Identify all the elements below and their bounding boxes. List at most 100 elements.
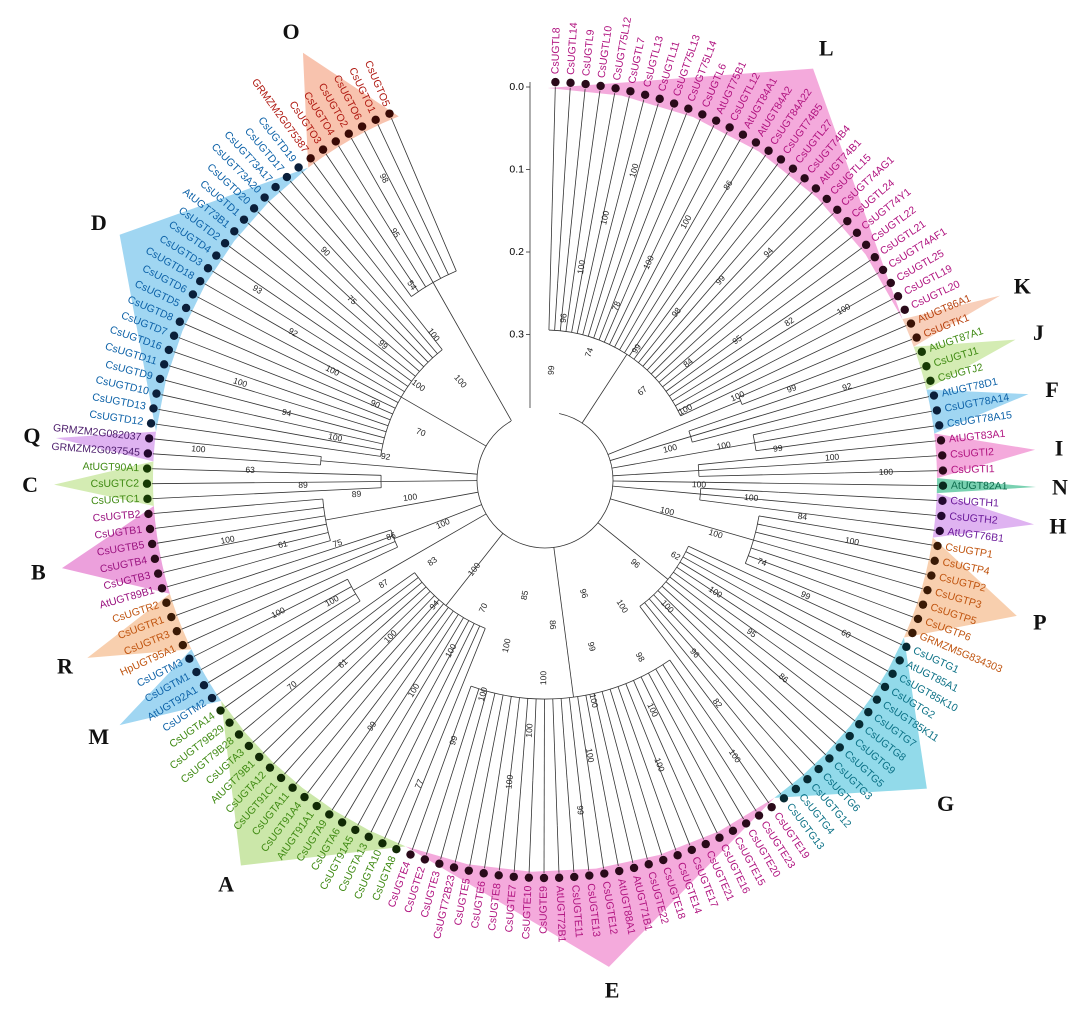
bootstrap-value: 99 [546,365,557,375]
branch [753,539,842,566]
branch [601,113,687,334]
branch [370,350,412,382]
leaf-dot [406,850,415,859]
bootstrap-value: 62 [669,549,682,563]
branch [200,523,327,550]
leaf-dot [833,205,842,215]
bootstrap-value: 100 [729,389,746,404]
leaf-dot [164,345,174,355]
leaf-dot [271,182,280,192]
branch [548,87,556,331]
leaf-dot [288,783,297,792]
branch [552,698,558,826]
branch [152,453,259,462]
branch [153,510,190,514]
branch [844,470,938,474]
leaf-dot [912,333,921,342]
scale-tick-label: 0.2 [509,246,524,258]
branch [607,400,741,455]
branches [152,82,938,873]
branch [642,355,653,367]
clade-wedge [913,339,1016,390]
branch [700,487,779,493]
leaf-dot [936,436,946,445]
leaf-dot [325,810,334,819]
branch [368,288,433,359]
leaf-label: CsUGTL9 [580,29,597,77]
branch [604,93,616,148]
bootstrap-value: 99 [586,641,598,653]
leaf-dot [791,784,801,794]
leaf-label: CsUGTL8 [549,27,562,74]
leaf-label: CsUGTH1 [950,495,999,510]
branch [609,688,634,762]
bootstrap-value: 99 [575,805,586,816]
branch [571,147,606,333]
bootstrap-value: 84 [797,511,808,522]
branch [267,200,396,330]
branch [463,691,488,775]
leaf-dot [331,137,340,146]
leaf-dot [843,216,852,226]
leaf-dot [930,556,939,566]
bootstrap-value: 100 [641,254,656,271]
leaf-label: CsUGTH2 [949,510,998,526]
branch [674,154,767,290]
branch [687,655,794,786]
branch [593,693,602,724]
branch [391,591,431,629]
branch [593,179,649,339]
branch [669,320,782,397]
bootstrap-value: 98 [634,650,647,663]
branch [401,617,464,722]
leaf-dot [199,680,209,690]
leaf-dot [788,164,798,173]
branch [383,195,434,283]
bootstrap-value: 100 [844,535,860,548]
clade-letter: R [57,654,74,679]
leaf-dot [908,628,917,638]
leaf-dot [318,145,328,154]
branch [601,691,635,811]
branch [614,215,684,348]
leaf-dot [655,94,664,104]
branch [741,382,799,405]
branch [310,593,356,622]
branch [397,748,438,845]
leaf-dot [351,825,360,835]
leaf-dot [145,524,155,534]
clade-letter: K [1014,274,1031,299]
branch [152,468,300,474]
branch [778,491,938,501]
branch [694,235,854,362]
leaf-dot [255,752,264,762]
leaf-label: CsUGTI2 [950,446,995,461]
branch [798,542,927,575]
leaf-dot [144,509,153,519]
branch [808,381,926,413]
bootstrap-value: 100 [835,301,853,317]
branch [262,627,393,754]
leaf-label: AtUGT83A1 [948,428,1006,446]
branch [568,697,574,731]
branch [612,480,760,484]
bootstrap-value: 100 [652,756,667,773]
leaf-dot [357,122,367,131]
branch [445,533,504,606]
branch [357,684,435,826]
branch [338,145,399,243]
bootstrap-value: 100 [476,686,490,703]
branch [387,404,396,409]
branch [675,394,694,407]
branch [393,504,482,540]
branch [173,351,333,407]
branch [294,529,392,562]
leaf-dot [203,264,213,273]
leaf-dot [835,743,844,752]
bootstrap-value: 95 [730,333,744,347]
leaf-dot [385,109,394,118]
leaf-dot [615,866,624,876]
branch [342,535,394,555]
leaf-dot [800,174,809,183]
branch [497,696,512,780]
